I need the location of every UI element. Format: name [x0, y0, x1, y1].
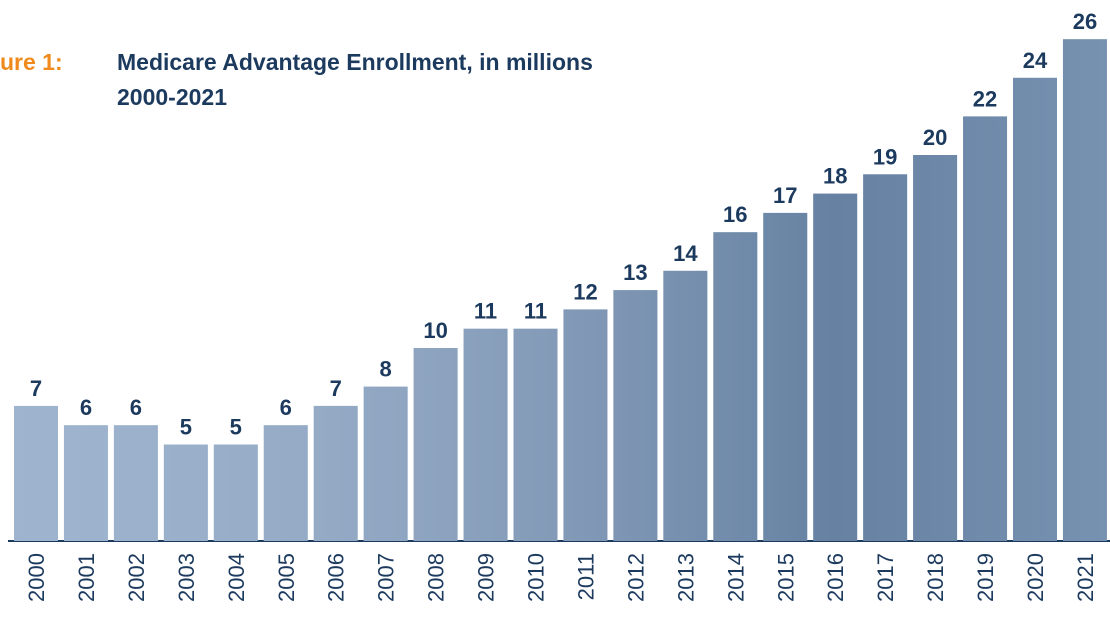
bar-shade [214, 445, 258, 542]
data-label: 14 [673, 241, 698, 266]
bar-shade [164, 445, 208, 542]
bar-shade [663, 271, 707, 541]
chart-subtitle: 2000-2021 [117, 84, 227, 110]
bar-shade [264, 425, 308, 541]
bar-shade [114, 425, 158, 541]
x-tick-label: 2020 [1023, 553, 1048, 602]
data-label: 24 [1023, 48, 1048, 73]
x-tick-label: 2004 [224, 553, 249, 602]
data-label: 12 [573, 279, 597, 304]
bar-shade [314, 406, 358, 541]
bar-shade [64, 425, 108, 541]
x-tick-label: 2006 [324, 553, 349, 602]
x-tick-label: 2007 [374, 553, 399, 602]
bar-shade [364, 387, 408, 541]
data-label: 22 [973, 86, 997, 111]
data-label: 7 [330, 376, 342, 401]
x-tick-label: 2017 [873, 553, 898, 602]
bar-shade [813, 194, 857, 541]
data-label: 26 [1073, 9, 1097, 34]
data-label: 7 [30, 376, 42, 401]
bar-shade [1063, 39, 1107, 541]
x-tick-label: 2012 [623, 553, 648, 602]
bar-shade [14, 406, 58, 541]
bar-shade [514, 329, 558, 541]
data-label: 13 [623, 260, 647, 285]
chart: ure 1: Medicare Advantage Enrollment, in… [0, 0, 1110, 627]
data-label: 5 [230, 415, 242, 440]
x-tick-label: 2021 [1073, 553, 1098, 602]
bar-shade [913, 155, 957, 541]
data-label: 6 [130, 395, 142, 420]
x-tick-label: 2019 [973, 553, 998, 602]
data-label: 6 [280, 395, 292, 420]
x-tick-label: 2002 [124, 553, 149, 602]
data-label: 17 [773, 183, 797, 208]
data-label: 20 [923, 125, 947, 150]
x-tick-label: 2008 [424, 553, 449, 602]
data-label: 16 [723, 202, 747, 227]
bar-shade [1013, 78, 1057, 541]
x-tick-label: 2016 [823, 553, 848, 602]
x-tick-label: 2010 [524, 553, 549, 602]
bar-shade [414, 348, 458, 541]
x-tick-label: 2013 [673, 553, 698, 602]
bar-shade [863, 174, 907, 541]
data-label: 11 [524, 299, 547, 324]
data-label: 19 [873, 144, 897, 169]
data-label: 10 [423, 318, 447, 343]
x-tick-label: 2005 [274, 553, 299, 602]
bar-shade [763, 213, 807, 541]
x-tick-label: 2003 [174, 553, 199, 602]
data-label: 5 [180, 415, 192, 440]
x-tick-label: 2001 [74, 553, 99, 602]
x-tick-label: 2000 [24, 553, 49, 602]
data-label: 11 [474, 299, 497, 324]
bar-shade [563, 309, 607, 541]
bar-shade [713, 232, 757, 541]
x-tick-label: 2015 [773, 553, 798, 602]
figure-label: ure 1: [0, 49, 63, 75]
bar-shade [963, 116, 1007, 541]
data-label: 6 [80, 395, 92, 420]
x-tick-label: 2014 [723, 553, 748, 602]
bar-shade [464, 329, 508, 541]
data-label: 18 [823, 164, 847, 189]
x-tick-label: 2011 [573, 553, 598, 600]
bar-shade [613, 290, 657, 541]
x-tick-label: 2009 [474, 553, 499, 602]
data-label: 8 [380, 357, 392, 382]
x-tick-label: 2018 [923, 553, 948, 602]
chart-title: Medicare Advantage Enrollment, in millio… [117, 49, 593, 75]
